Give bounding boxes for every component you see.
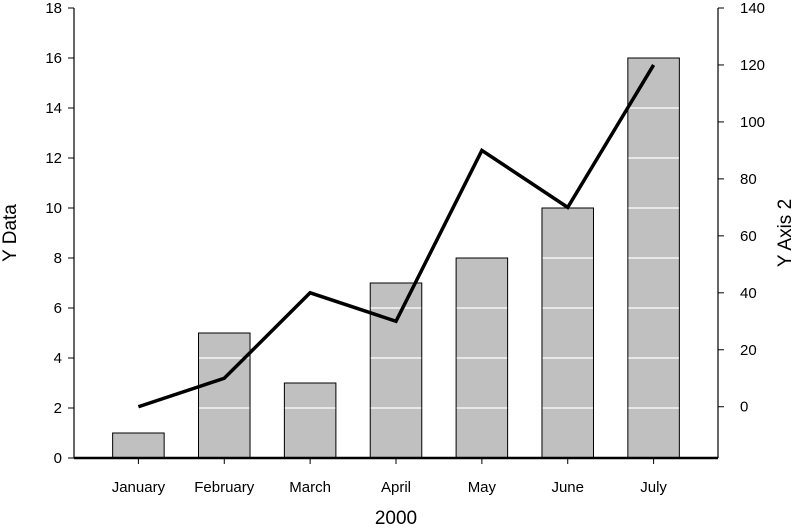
series-line [137,64,656,409]
bar [369,282,423,459]
bar-gridlines [199,107,679,409]
y2-tick-label: 120 [740,57,765,74]
bar [283,382,337,459]
y-tick-label: 6 [54,300,62,317]
x-tick-label: June [551,479,584,496]
x-tick-label: July [640,479,667,496]
x-tick-label: April [381,479,411,496]
y-axis-title: Y Data [0,204,21,262]
y-tick-label: 12 [45,150,62,167]
y-tick-label: 0 [54,450,62,467]
x-tick-label: May [468,479,497,496]
ticks: 0 2 4 6 8 10 12 14 16 18 0 20 40 60 80 100 120 140 January… [45,0,765,496]
x-axis-title: 2000 [375,508,417,529]
y2-tick-label: 140 [740,0,765,17]
bars-layer [112,57,680,459]
y-tick-label: 10 [45,200,62,217]
bar [541,207,594,459]
x-tick-label: January [112,479,166,496]
y2-tick-label: 60 [740,228,757,245]
line-layer [137,64,656,409]
y-tick-label: 4 [54,350,62,367]
x-tick-label: March [289,479,331,496]
bar [198,332,251,459]
y2-tick-label: 100 [740,114,765,131]
bar [112,432,165,459]
y2-tick-label: 80 [740,171,757,188]
y-tick-label: 18 [45,0,62,17]
y2-tick-label: 20 [740,342,757,359]
y2-tick-label: 0 [740,399,748,416]
y-tick-label: 14 [45,100,62,117]
y2-axis-title: Y Axis 2 [775,199,796,267]
y-tick-label: 16 [45,50,62,67]
y-tick-label: 8 [54,250,62,267]
x-tick-label: February [194,479,255,496]
y-tick-label: 2 [54,400,62,417]
y2-tick-label: 40 [740,285,757,302]
